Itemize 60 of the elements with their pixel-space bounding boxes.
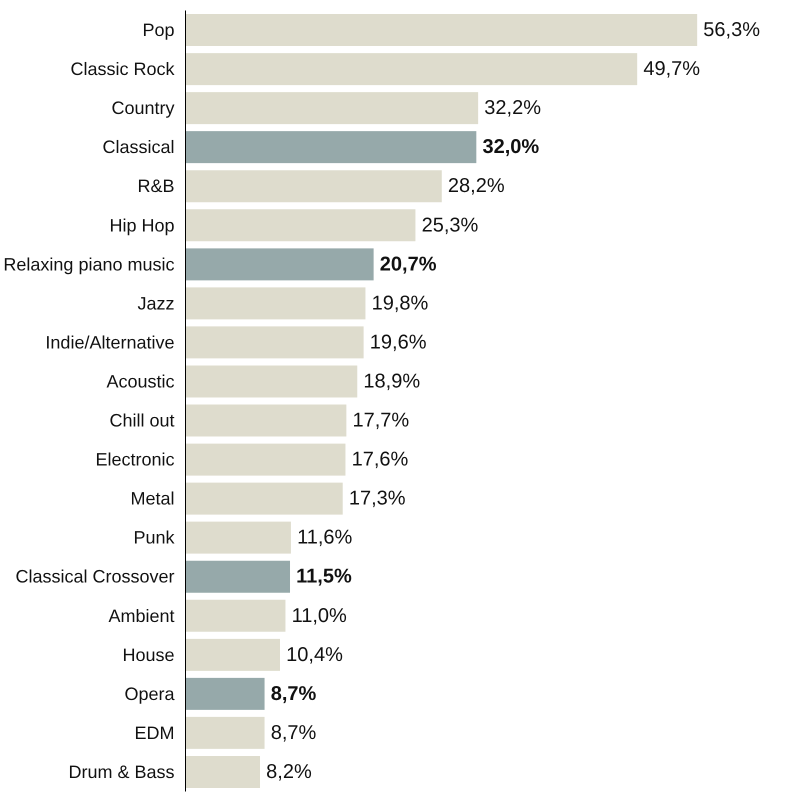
data-label: 25,3% [422, 214, 478, 236]
data-label: 32,0% [482, 136, 540, 158]
y-tick-label: R&B [137, 176, 175, 196]
y-tick-label: Classical [102, 137, 175, 158]
bar [186, 53, 638, 86]
data-label: 8,2% [266, 760, 312, 783]
data-label: 17,7% [352, 410, 410, 432]
data-label: 8,7% [270, 682, 317, 705]
bar [186, 560, 290, 593]
bar [186, 92, 478, 124]
data-label: 17,3% [348, 488, 406, 510]
data-label: 17,6% [352, 448, 409, 471]
bar [186, 209, 416, 242]
y-tick-label: House [122, 644, 174, 665]
y-tick-label: Metal [130, 488, 174, 509]
bar [186, 756, 260, 788]
data-label: 19,6% [370, 331, 427, 354]
bar [186, 716, 265, 749]
bar [186, 326, 364, 358]
data-label: 20,7% [380, 253, 437, 276]
data-label: 32,2% [484, 97, 542, 120]
bar [186, 678, 265, 710]
y-tick-label: Acoustic [106, 371, 175, 392]
y-tick-label: Indie/Alternative [45, 332, 174, 352]
y-tick-label: EDM [134, 722, 174, 743]
y-tick-label: Country [111, 98, 175, 118]
y-tick-label: Punk [133, 528, 176, 548]
bar [186, 522, 291, 554]
bar [186, 14, 698, 46]
data-label: 11,6% [297, 526, 353, 549]
y-tick-label: Opera [124, 684, 176, 704]
bar [186, 404, 346, 437]
bar [186, 444, 346, 476]
bar [186, 638, 280, 671]
y-tick-label: Drum & Bass [68, 762, 175, 782]
data-label: 11,0% [292, 604, 348, 627]
data-label: 11,5% [296, 566, 352, 588]
y-tick-label: Chill out [109, 410, 174, 431]
y-tick-label: Hip Hop [109, 215, 174, 236]
bar [186, 365, 358, 398]
data-label: 56,3% [703, 19, 760, 42]
y-tick-label: Classic Rock [70, 59, 176, 80]
y-tick-label: Jazz [137, 293, 175, 314]
y-tick-label: Relaxing piano music [3, 254, 175, 274]
data-label: 18,9% [363, 370, 420, 392]
data-label: 8,7% [270, 722, 317, 744]
bar [186, 131, 476, 164]
data-label: 10,4% [286, 644, 344, 666]
y-tick-label: Ambient [108, 606, 175, 626]
bar [186, 600, 286, 632]
bar [186, 482, 343, 515]
data-label: 28,2% [448, 175, 505, 198]
y-tick-label: Electronic [95, 450, 174, 470]
bar [186, 170, 442, 202]
data-label: 19,8% [372, 292, 429, 314]
y-tick-label: Pop [142, 20, 175, 40]
data-label: 49,7% [643, 58, 700, 80]
bar [186, 287, 366, 320]
y-tick-label: Classical Crossover [15, 566, 175, 587]
bar [186, 248, 374, 280]
